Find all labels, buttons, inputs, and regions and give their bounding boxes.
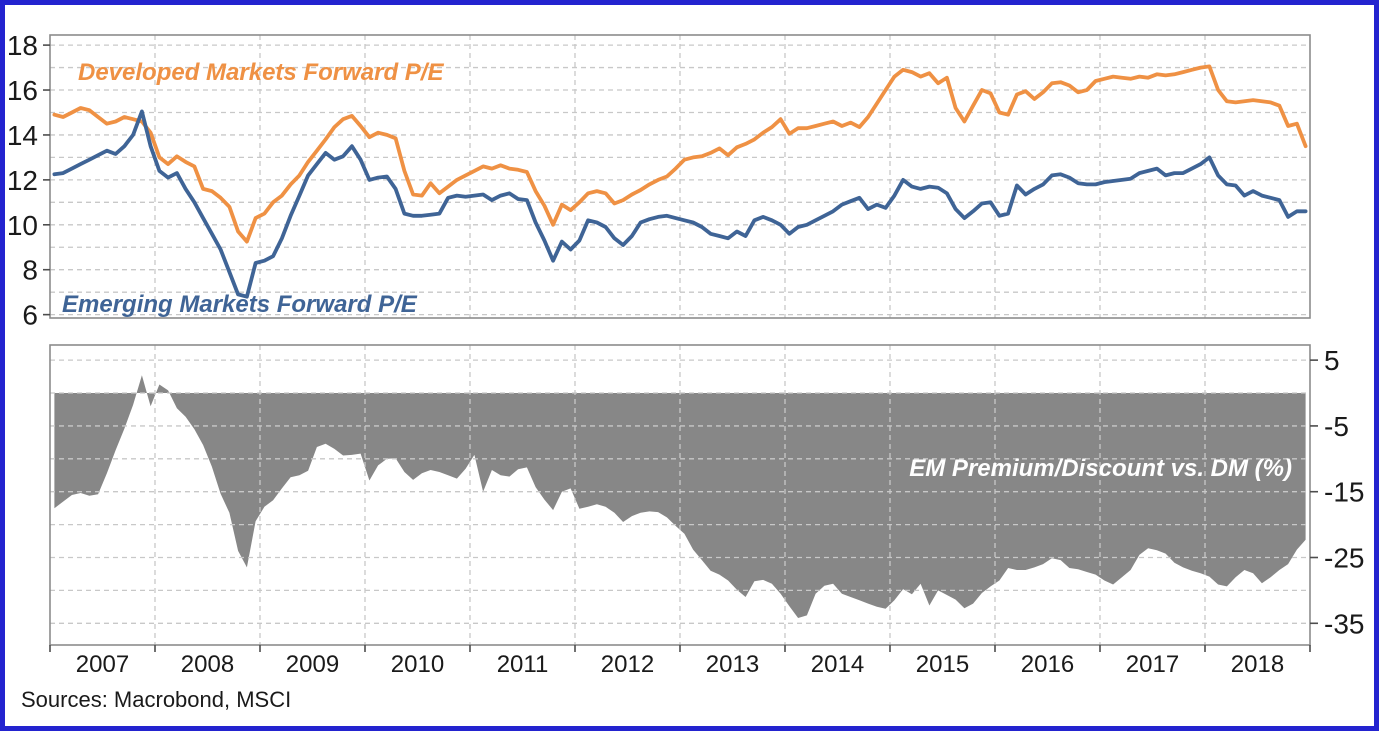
series-layer [52,64,1308,299]
y-axis-label: 10 [7,210,38,241]
top-panel: 6 8 10 12 14 16 18 Developed Markets Forward P/… [7,30,1311,331]
bottom-panel: 5 -5 -15 -25 -35 2007 2008 2009 2010 2011 2012 2013… [49,344,1364,678]
panel-border [49,34,1311,319]
x-axis-year-label: 2008 [181,651,234,678]
y-axis-label: 16 [7,75,38,106]
x-axis-year-label: 2011 [497,651,549,678]
series-label: Developed Markets Forward P/E [78,59,444,86]
y-axis-label: 6 [22,300,38,331]
y-axis-label-right: -5 [1324,411,1349,442]
series-layer [54,375,1306,618]
x-axis-year-label: 2012 [601,651,654,678]
gridlines-over [50,345,1310,645]
x-axis-year-label: 2016 [1021,651,1074,678]
y-axis-label: 14 [7,120,38,151]
series-label: Emerging Markets Forward P/E [62,291,418,318]
y-axis-label-right: -35 [1324,608,1364,639]
em-premium-area [54,375,1306,618]
forward-pe-chart: 6 8 10 12 14 16 18 Developed Markets Forward P/… [7,30,1365,678]
x-axis-year-label: 2018 [1231,651,1284,678]
x-axis-year-label: 2013 [706,651,759,678]
x-axis-year-label: 2010 [391,651,444,678]
x-axis-year-label: 2015 [916,651,969,678]
emerging-markets-line [52,109,1308,299]
y-axis-label-right: 5 [1324,345,1340,376]
y-axis-label-right: -15 [1324,477,1364,508]
y-axis-label: 8 [22,255,38,286]
series-label: EM Premium/Discount vs. DM (%) [909,455,1292,482]
x-axis-year-label: 2017 [1126,651,1179,678]
y-axis-label: 18 [7,30,38,61]
x-axis-year-label: 2014 [811,651,864,678]
y-axis-label: 12 [7,165,38,196]
x-axis-year-label: 2009 [286,651,339,678]
y-axis-label-right: -25 [1324,543,1364,574]
developed-markets-line [52,64,1308,244]
x-axis-year-label: 2007 [76,651,129,678]
source-note: Sources: Macrobond, MSCI [21,687,292,712]
